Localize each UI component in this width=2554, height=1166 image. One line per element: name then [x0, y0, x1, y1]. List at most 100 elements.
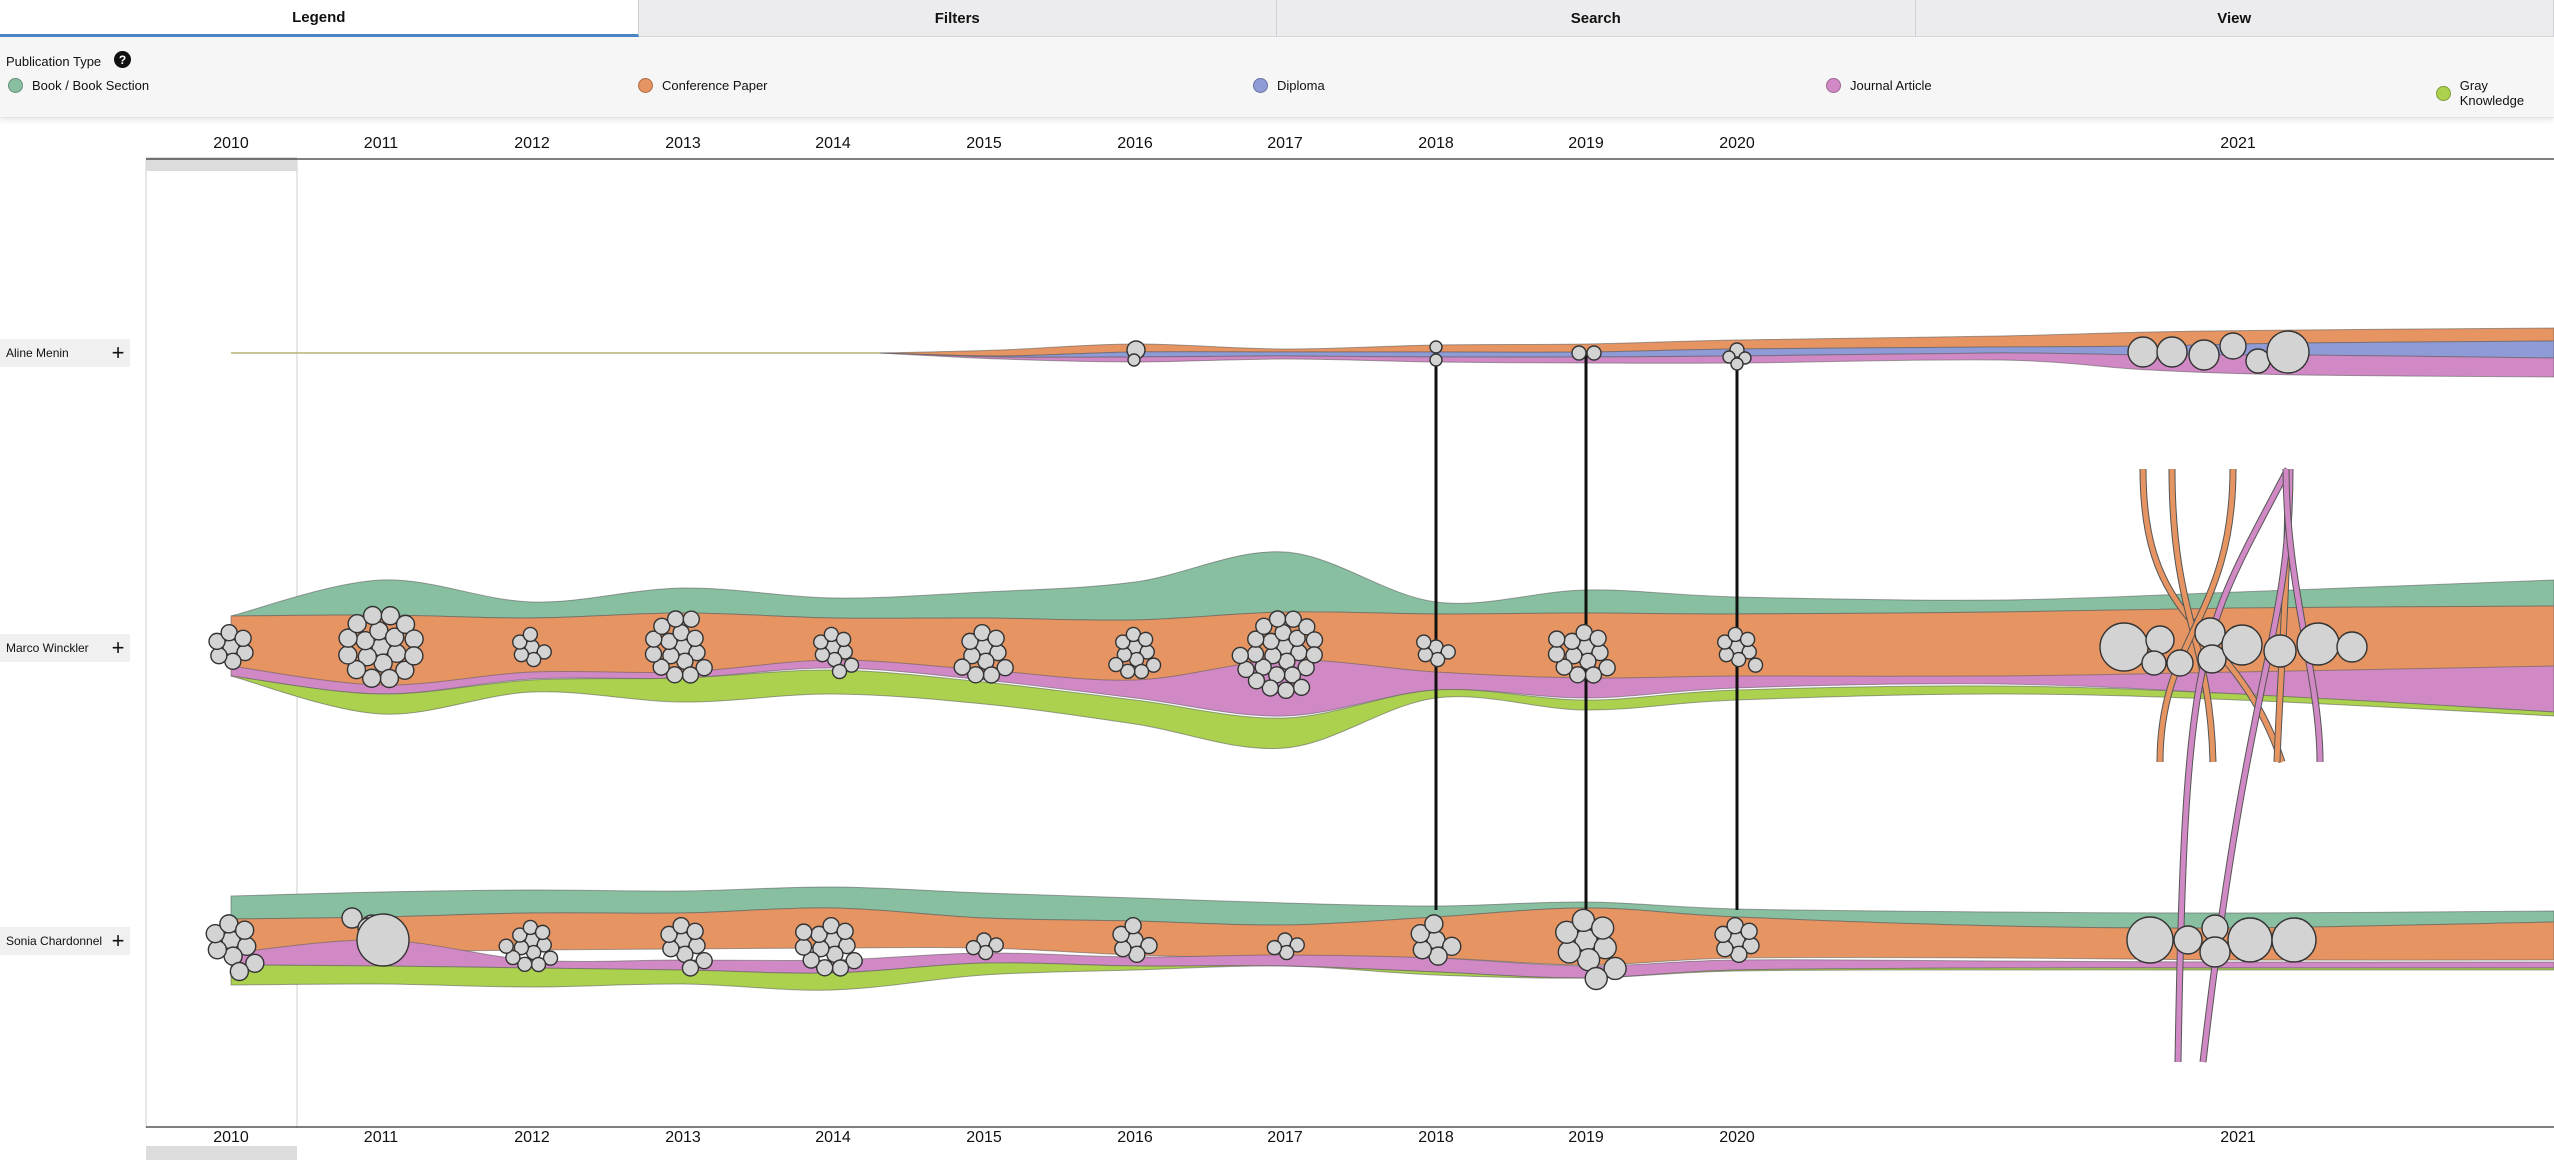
- publication-node-marco-winckler[interactable]: [1598, 659, 1616, 677]
- legend-item-diploma[interactable]: Diploma: [1253, 78, 1325, 93]
- publication-node-marco-winckler[interactable]: [653, 617, 671, 635]
- publication-node-sonia-chardonnel[interactable]: [534, 924, 551, 941]
- legend-item-gray[interactable]: Gray Knowledge: [2436, 78, 2554, 108]
- publication-node-marco-winckler[interactable]: [835, 631, 852, 648]
- publication-node-sonia-chardonnel[interactable]: [988, 937, 1004, 953]
- publication-nodes[interactable]: [205, 330, 2368, 991]
- publication-node-sonia-chardonnel[interactable]: [2271, 917, 2317, 963]
- publication-node-marco-winckler[interactable]: [644, 645, 663, 663]
- publication-node-marco-winckler[interactable]: [1739, 631, 1756, 648]
- publication-node-sonia-chardonnel[interactable]: [229, 961, 250, 982]
- publication-node-sonia-chardonnel[interactable]: [1140, 936, 1158, 955]
- publication-node-marco-winckler[interactable]: [652, 658, 670, 676]
- publication-node-marco-winckler[interactable]: [2197, 644, 2227, 674]
- publication-node-sonia-chardonnel[interactable]: [1124, 916, 1142, 935]
- publication-node-sonia-chardonnel[interactable]: [686, 922, 704, 940]
- publication-node-sonia-chardonnel[interactable]: [2227, 917, 2273, 963]
- publication-node-sonia-chardonnel[interactable]: [2173, 925, 2203, 955]
- publication-node-marco-winckler[interactable]: [681, 666, 700, 684]
- publication-node-marco-winckler[interactable]: [361, 668, 382, 688]
- publication-node-sonia-chardonnel[interactable]: [1114, 940, 1132, 958]
- publication-node-marco-winckler[interactable]: [1247, 630, 1265, 648]
- publication-node-marco-winckler[interactable]: [2145, 625, 2175, 655]
- publication-node-sonia-chardonnel[interactable]: [662, 940, 680, 958]
- publication-node-marco-winckler[interactable]: [1268, 610, 1287, 628]
- publication-node-marco-winckler[interactable]: [1569, 666, 1587, 684]
- publication-node-marco-winckler[interactable]: [338, 645, 358, 665]
- plus-icon[interactable]: +: [111, 635, 125, 660]
- publication-node-sonia-chardonnel[interactable]: [1424, 914, 1444, 934]
- publication-node-aline-menin[interactable]: [2127, 336, 2159, 368]
- publication-node-marco-winckler[interactable]: [2296, 622, 2340, 666]
- publication-node-sonia-chardonnel[interactable]: [1555, 920, 1579, 944]
- publication-node-marco-winckler[interactable]: [1254, 658, 1272, 676]
- publication-node-sonia-chardonnel[interactable]: [845, 952, 863, 970]
- publication-node-aline-menin[interactable]: [1586, 345, 1602, 361]
- publication-node-sonia-chardonnel[interactable]: [836, 922, 854, 940]
- publication-node-marco-winckler[interactable]: [1277, 681, 1295, 700]
- publication-node-marco-winckler[interactable]: [395, 660, 415, 681]
- publication-node-marco-winckler[interactable]: [967, 666, 985, 684]
- publication-node-marco-winckler[interactable]: [1305, 646, 1323, 664]
- publication-node-marco-winckler[interactable]: [814, 646, 831, 663]
- publication-node-marco-winckler[interactable]: [1133, 663, 1150, 680]
- publication-node-marco-winckler[interactable]: [645, 630, 663, 648]
- publication-node-sonia-chardonnel[interactable]: [356, 913, 410, 967]
- publication-node-marco-winckler[interactable]: [813, 634, 829, 650]
- publication-node-sonia-chardonnel[interactable]: [1266, 939, 1283, 956]
- publication-node-marco-winckler[interactable]: [1255, 617, 1273, 635]
- publication-node-sonia-chardonnel[interactable]: [794, 938, 813, 956]
- publication-node-sonia-chardonnel[interactable]: [341, 907, 363, 929]
- publication-node-marco-winckler[interactable]: [982, 666, 1001, 684]
- coauthor-link[interactable]: [2283, 468, 2323, 763]
- publication-node-aline-menin[interactable]: [2188, 339, 2220, 371]
- tab-search[interactable]: Search: [1277, 0, 1916, 37]
- publication-node-marco-winckler[interactable]: [404, 646, 424, 666]
- publication-node-marco-winckler[interactable]: [1115, 634, 1131, 650]
- publication-node-marco-winckler[interactable]: [1547, 645, 1566, 663]
- publication-node-sonia-chardonnel[interactable]: [2126, 916, 2174, 964]
- collaboration-timeline-canvas[interactable]: 2010 2010 2011 2011 2012 2012 2013 2013 2014 2014…: [0, 117, 2554, 1166]
- publication-node-aline-menin[interactable]: [1429, 353, 1443, 367]
- publication-node-aline-menin[interactable]: [1730, 357, 1744, 371]
- publication-node-marco-winckler[interactable]: [1247, 672, 1266, 690]
- publication-node-marco-winckler[interactable]: [347, 613, 367, 634]
- publication-node-sonia-chardonnel[interactable]: [802, 951, 820, 969]
- coauthor-link[interactable]: [2157, 468, 2236, 763]
- publication-node-marco-winckler[interactable]: [513, 646, 530, 663]
- publication-node-marco-winckler[interactable]: [1305, 631, 1324, 649]
- publication-node-sonia-chardonnel[interactable]: [965, 939, 982, 956]
- publication-node-sonia-chardonnel[interactable]: [695, 952, 713, 970]
- publication-node-marco-winckler[interactable]: [1718, 646, 1735, 663]
- publication-node-sonia-chardonnel[interactable]: [512, 927, 528, 943]
- publication-node-marco-winckler[interactable]: [1246, 645, 1265, 663]
- publication-node-marco-winckler[interactable]: [338, 628, 358, 648]
- publication-node-marco-winckler[interactable]: [1416, 634, 1432, 650]
- publication-node-marco-winckler[interactable]: [1548, 630, 1566, 648]
- publication-node-marco-winckler[interactable]: [961, 632, 979, 651]
- publication-node-marco-winckler[interactable]: [384, 627, 405, 647]
- publication-node-sonia-chardonnel[interactable]: [498, 938, 514, 954]
- publication-node-aline-menin[interactable]: [2156, 336, 2188, 368]
- publication-node-aline-menin[interactable]: [2219, 332, 2247, 360]
- publication-node-marco-winckler[interactable]: [695, 659, 713, 677]
- publication-node-aline-menin[interactable]: [1571, 345, 1587, 361]
- publication-node-marco-winckler[interactable]: [208, 632, 226, 651]
- publication-node-marco-winckler[interactable]: [522, 626, 539, 643]
- publication-node-marco-winckler[interactable]: [2336, 631, 2368, 663]
- publication-node-sonia-chardonnel[interactable]: [505, 949, 521, 966]
- publication-node-marco-winckler[interactable]: [1440, 644, 1456, 660]
- publication-node-marco-winckler[interactable]: [666, 666, 684, 684]
- publication-node-sonia-chardonnel[interactable]: [1112, 925, 1130, 944]
- plus-icon[interactable]: +: [111, 340, 125, 365]
- publication-node-marco-winckler[interactable]: [2141, 650, 2167, 676]
- publication-node-sonia-chardonnel[interactable]: [1584, 966, 1608, 991]
- publication-node-sonia-chardonnel[interactable]: [660, 925, 678, 944]
- publication-node-sonia-chardonnel[interactable]: [1590, 916, 1615, 940]
- publication-node-sonia-chardonnel[interactable]: [542, 950, 559, 966]
- publication-node-aline-menin[interactable]: [2266, 330, 2310, 374]
- publication-node-marco-winckler[interactable]: [1717, 634, 1733, 650]
- legend-item-conference[interactable]: Conference Paper: [638, 78, 768, 93]
- publication-node-marco-winckler[interactable]: [987, 629, 1005, 647]
- publication-node-marco-winckler[interactable]: [1589, 629, 1607, 647]
